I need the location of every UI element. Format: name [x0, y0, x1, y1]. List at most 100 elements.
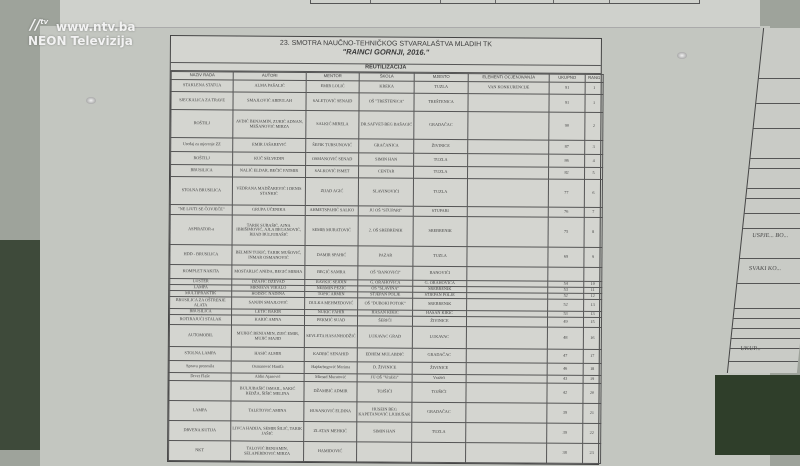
- right-sheet-label: UKUP...: [740, 346, 761, 352]
- cell-mjesto: GRADAČAC: [412, 348, 467, 363]
- cell-naziv: SJECKALICA ZA TRAVE: [170, 91, 234, 110]
- cell-naziv: NKT: [168, 440, 231, 461]
- cell-autori: MUJKIĆ BENJAMIN, ZIJIĆ EMIR, MUJIĆ MAJID: [231, 324, 305, 348]
- cell-rang: 2: [584, 112, 603, 141]
- cell-autori: ALMA PAŠALIĆ: [233, 79, 307, 93]
- pin-icon: [677, 52, 687, 59]
- cell-skola: CENTAR: [358, 165, 414, 179]
- cell-rang: 23: [582, 443, 601, 464]
- cell-rang: 15: [583, 317, 602, 328]
- cell-skola: OŠ "BANOVIĆI": [357, 265, 413, 281]
- cell-elementi: [467, 153, 549, 168]
- cell-skola: EDHEM MULABDIĆ: [357, 347, 413, 363]
- cell-elementi: [466, 316, 548, 328]
- cell-autori: Osmanović Hanifa: [231, 360, 305, 374]
- cell-skola: KREKA: [359, 80, 415, 94]
- table-line: [733, 318, 800, 319]
- table-row: STOLNA BRUSILICA VEDRANA MADŽAREVIĆ I DEN…: [170, 176, 603, 208]
- cell-mentor: HUSANOVIĆ ELDINA: [303, 401, 357, 422]
- cell-ukupno: 39: [546, 403, 583, 424]
- cell-rang: 5: [584, 167, 603, 180]
- cell-naziv: ROŠTILJ: [170, 109, 233, 138]
- cell-ukupno: 43: [547, 375, 584, 384]
- cell-autori: BELMIN TUKIĆ, TARIK MUŠOVIĆ, INMAR OSMAN…: [231, 244, 306, 266]
- table-line: [734, 308, 800, 309]
- cell-naziv: DRVENA KUTIJA: [168, 420, 231, 441]
- cell-mjesto: TUZLA: [413, 178, 468, 207]
- cell-mjesto: GRADAČAC: [411, 402, 466, 423]
- cell-elementi: [466, 298, 548, 312]
- cell-rang: 19: [583, 375, 602, 384]
- cell-mentor: OSMANOVIĆ SENAD: [305, 152, 359, 166]
- cell-ukupno: 75: [548, 217, 585, 248]
- cell-naziv: STOLNA LAMPA: [169, 346, 232, 361]
- cell-rang: 16: [583, 327, 602, 350]
- pin-icon: [86, 97, 96, 104]
- cell-autori: TARIK SUBAŠIĆ, AJNA IBRIŠIMOVIĆ, AJLA BE…: [232, 214, 306, 246]
- table-line: [756, 103, 800, 104]
- table-line: [758, 78, 800, 79]
- cell-elementi: [465, 382, 548, 404]
- cell-autori: MOSTARLIĆ ANIDA, BEGIĆ MIRHA: [231, 264, 305, 280]
- cell-mjesto: TUZLA: [413, 153, 468, 167]
- cell-mentor: PEKMIĆ SUAD: [304, 315, 358, 326]
- cell-mentor: ZLATAN MEHKIĆ: [303, 421, 357, 442]
- cell-mentor: SALKOVIĆ ISMET: [305, 165, 359, 178]
- cell-mjesto: TUZLA: [413, 166, 468, 179]
- cell-mjesto: BANOVIĆI: [412, 266, 467, 281]
- table-line: [737, 283, 800, 284]
- cell-rang: 7: [584, 207, 603, 218]
- cell-rang: 20: [582, 383, 602, 404]
- cell-mjesto: SREBRENIK: [413, 216, 468, 247]
- cell-ukupno: 48: [547, 327, 584, 350]
- table-line: [750, 158, 800, 159]
- cell-mjesto: SREBRENIK: [412, 298, 467, 311]
- cell-elementi: VAN KONKURENCIJE: [468, 81, 550, 95]
- cell-autori: EMIR JAŠAREVIĆ: [232, 137, 306, 153]
- cell-ukupno: 39: [546, 423, 583, 444]
- cell-rang: 3: [584, 140, 603, 155]
- cell-elementi: [466, 246, 549, 268]
- cell-mentor: KADRIĆ SENAHID: [304, 347, 358, 362]
- cell-rang: 6: [584, 179, 603, 208]
- results-document: 23. SMOTRA NAUČNO-TEHNIČKOG STVARALAŠTVA…: [167, 35, 604, 466]
- cell-naziv: STAKLENA STATUA: [171, 79, 234, 92]
- table-line: [746, 198, 800, 199]
- cell-mentor: AHMETSPAHIĆ SALKO: [305, 205, 359, 216]
- cell-elementi: [465, 402, 547, 424]
- table-line: [739, 258, 800, 259]
- cell-skola: SLAVINOVIĆI: [358, 177, 414, 207]
- cell-mentor: HAMIDOVIĆ: [303, 441, 357, 462]
- cell-mjesto: TOJŠIĆI: [411, 382, 467, 403]
- cell-ukupno: 86: [548, 154, 585, 168]
- table-row: ASPIRATOR-a TARIK SUBAŠIĆ, AJNA IBRIŠIMOV…: [170, 214, 603, 248]
- cell-mentor: ŠEFIK TURSUNOVIĆ: [305, 138, 359, 153]
- cell-autori: HASIĆ ALMIR: [231, 346, 305, 362]
- cell-elementi: [466, 348, 548, 364]
- cell-rang: 17: [583, 349, 602, 364]
- cell-elementi: [467, 216, 549, 248]
- cell-mjesto: STUPARI: [413, 206, 468, 217]
- cell-autori: BULJUBAŠIĆ ISMAIL, SAKIĆ REDŽA, ŠIŠIĆ ME…: [230, 380, 305, 402]
- cell-mentor: EMIR LOLIĆ: [306, 80, 360, 93]
- cell-mjesto: TUZLA: [412, 246, 468, 267]
- table-line: [749, 168, 800, 169]
- cell-mjesto: TUZLA: [414, 81, 469, 94]
- cell-rang: 13: [583, 299, 602, 312]
- cell-naziv: [168, 380, 232, 401]
- cell-ukupno: [547, 267, 584, 282]
- cell-elementi: [466, 362, 548, 376]
- top-cell: GRADAČAC: [554, 0, 610, 3]
- cell-mentor: DŽAMBIĆ ADMIR: [303, 381, 358, 402]
- cell-autori: AVDIĆ BENJAMIN, ZUKIĆ ADNAN, MEŠANOVIĆ M…: [232, 109, 306, 139]
- cell-mjesto: ŽIVINICE: [412, 316, 467, 327]
- cell-skola: LUKAVAC GRAD: [357, 325, 413, 349]
- cell-autori: SMAJLOVIĆ ABDULAH: [232, 91, 307, 111]
- top-cell: ... HARBOVIĆ: [371, 0, 441, 3]
- table-row: ROŠTILJ AVDIĆ BENJAMIN, ZUKIĆ ADNAN, MEŠA…: [170, 109, 603, 141]
- cell-ukupno: 38: [546, 443, 583, 464]
- cell-autori: GRUPA UČENIKA: [232, 204, 306, 216]
- cell-mentor: DAMIR SPAHIĆ: [304, 245, 359, 266]
- channel-logo: //tv www.ntv.ba NEON Televizija: [28, 18, 135, 48]
- wall-edge: [0, 240, 40, 450]
